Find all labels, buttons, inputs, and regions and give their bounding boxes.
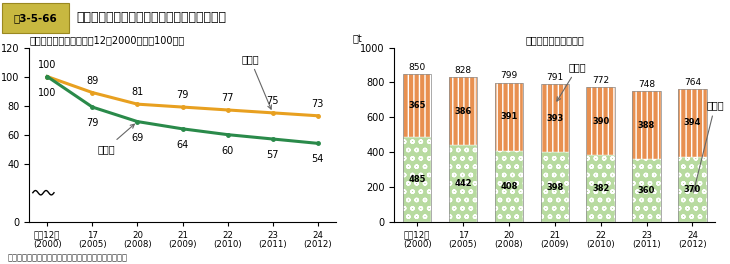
Bar <box>632 91 661 159</box>
Bar <box>495 83 523 151</box>
Bar <box>586 87 615 222</box>
Text: 772: 772 <box>592 76 610 85</box>
Text: 60: 60 <box>221 146 234 156</box>
Bar <box>632 91 661 222</box>
Bar <box>541 84 569 152</box>
Text: 390: 390 <box>592 117 610 126</box>
Text: 398: 398 <box>546 183 564 192</box>
Text: 100: 100 <box>38 88 56 98</box>
Text: 79: 79 <box>177 90 188 100</box>
Text: 100: 100 <box>38 60 56 70</box>
Bar <box>403 74 431 137</box>
Title: （生乳生産量の推移）: （生乳生産量の推移） <box>526 35 584 45</box>
Text: 360: 360 <box>638 186 656 195</box>
Bar <box>495 83 523 222</box>
Bar <box>449 78 477 222</box>
Text: 850: 850 <box>409 63 426 72</box>
Text: 799: 799 <box>500 72 518 81</box>
Text: 388: 388 <box>638 121 656 130</box>
Bar <box>541 84 569 222</box>
Text: 北海道: 北海道 <box>242 54 272 109</box>
Text: 都府県: 都府県 <box>97 124 134 154</box>
Text: 89: 89 <box>86 76 99 86</box>
Text: 北海道: 北海道 <box>557 62 587 101</box>
Text: 764: 764 <box>684 78 701 87</box>
Bar <box>678 89 707 157</box>
Text: 81: 81 <box>131 87 144 97</box>
Bar <box>403 74 431 222</box>
Text: 79: 79 <box>86 118 99 128</box>
Text: 57: 57 <box>266 150 279 160</box>
Text: 828: 828 <box>455 67 472 76</box>
Bar <box>495 151 523 222</box>
Text: 資料：農林水産省「畜産統計」、「牛乳乳製品統計」: 資料：農林水産省「畜産統計」、「牛乳乳製品統計」 <box>7 254 127 263</box>
Text: 乳用牛の飼養戸数の変化と生乳生産量の推移: 乳用牛の飼養戸数の変化と生乳生産量の推移 <box>77 11 226 24</box>
Text: 748: 748 <box>638 80 655 89</box>
Text: 370: 370 <box>684 185 701 194</box>
Text: 69: 69 <box>131 133 144 143</box>
Text: 365: 365 <box>408 101 426 110</box>
Text: 791: 791 <box>546 73 564 82</box>
Bar <box>678 157 707 222</box>
Bar <box>403 137 431 222</box>
Bar <box>586 87 615 155</box>
Bar <box>541 152 569 222</box>
Text: 442: 442 <box>454 179 472 188</box>
Text: 54: 54 <box>312 154 324 164</box>
Text: 64: 64 <box>177 140 188 150</box>
Bar <box>2 3 69 33</box>
Text: 382: 382 <box>592 184 610 193</box>
Text: 73: 73 <box>312 99 324 109</box>
Bar <box>632 159 661 222</box>
Bar <box>449 145 477 222</box>
Text: 393: 393 <box>546 114 564 123</box>
Text: 408: 408 <box>500 182 518 191</box>
Text: 図3-5-66: 図3-5-66 <box>14 13 58 23</box>
Text: （飼養戸数の変化（平成12（2000）年＝100））: （飼養戸数の変化（平成12（2000）年＝100）） <box>29 35 185 45</box>
Bar <box>449 78 477 145</box>
Text: 485: 485 <box>408 175 426 184</box>
Text: 万t: 万t <box>353 34 362 44</box>
Text: 394: 394 <box>684 119 701 128</box>
Text: 75: 75 <box>266 96 279 106</box>
Text: 386: 386 <box>454 107 472 116</box>
Text: 391: 391 <box>500 112 518 121</box>
Bar <box>586 155 615 222</box>
Text: 都府県: 都府県 <box>693 101 724 192</box>
Bar <box>678 89 707 222</box>
Text: 77: 77 <box>221 93 234 103</box>
